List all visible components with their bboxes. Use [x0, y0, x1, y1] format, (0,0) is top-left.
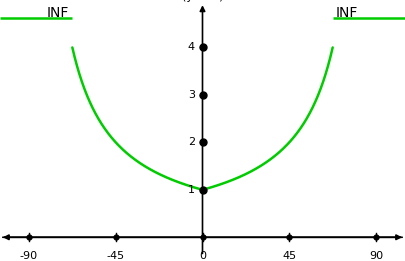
Text: 3: 3	[188, 90, 195, 100]
Text: 45: 45	[282, 251, 296, 260]
Text: -90: -90	[20, 251, 38, 260]
Text: 90: 90	[369, 251, 383, 260]
Text: -45: -45	[107, 251, 125, 260]
Text: 0: 0	[199, 251, 206, 260]
Text: INF: INF	[47, 6, 69, 20]
Text: 1: 1	[188, 185, 195, 195]
Text: 2: 2	[188, 137, 195, 147]
Text: INF: INF	[336, 6, 358, 20]
Text: Vertical Factor
(y-axis): Vertical Factor (y-axis)	[163, 0, 242, 2]
Text: 4: 4	[188, 43, 195, 52]
